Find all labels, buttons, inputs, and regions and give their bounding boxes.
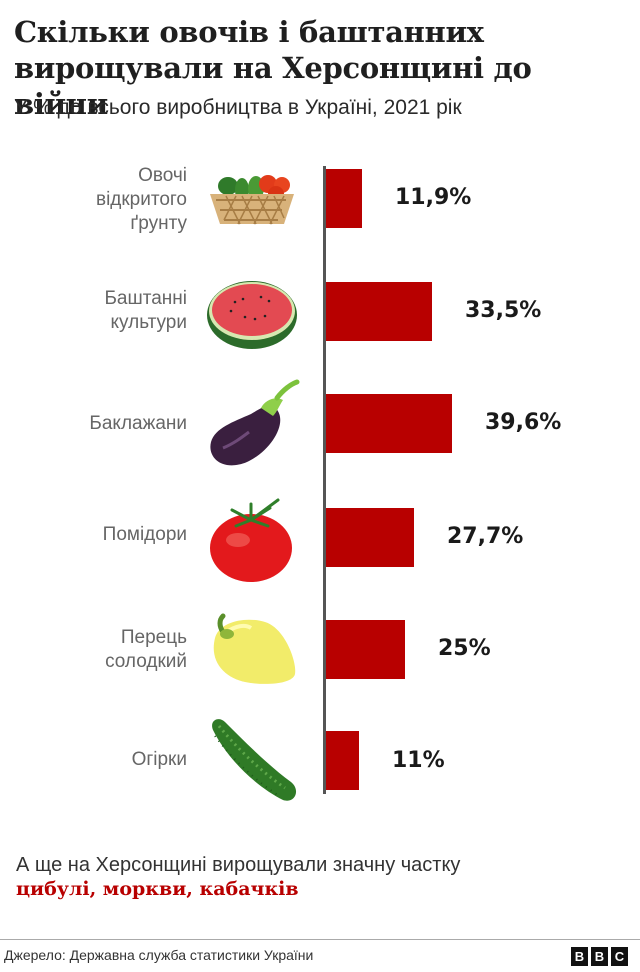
- bar: [326, 731, 359, 790]
- value-label: 33,5%: [465, 298, 542, 323]
- value-label: 39,6%: [485, 410, 562, 435]
- bar: [326, 508, 414, 567]
- value-label: 11%: [392, 748, 445, 773]
- value-label: 27,7%: [447, 524, 524, 549]
- bbc-logo: B B C: [571, 947, 628, 966]
- value-label: 11,9%: [395, 185, 472, 210]
- row-label: Помідори: [102, 524, 187, 545]
- eggplant-icon: [210, 379, 300, 466]
- bar: [326, 169, 362, 228]
- value-label: 25%: [438, 636, 491, 661]
- logo-letter: C: [611, 947, 628, 966]
- watermelon-icon: [207, 281, 297, 349]
- y-axis-line: [323, 166, 326, 794]
- row-label: Баштанні культури: [104, 288, 187, 333]
- bar: [326, 282, 432, 341]
- bell-pepper-icon: [213, 613, 296, 684]
- chart-title: Скільки овочів і баштанних вирощували на…: [14, 15, 532, 121]
- cucumber-icon: [212, 719, 297, 801]
- row-label: Овочі відкритого ґрунту: [95, 165, 187, 234]
- row-label: Огірки: [131, 749, 187, 770]
- footnote-text: А ще на Херсонщині вирощували значну час…: [16, 854, 461, 876]
- bar: [326, 394, 452, 453]
- tomato-icon: [210, 498, 292, 582]
- footer-divider: [0, 939, 640, 940]
- chart-subtitle: У % до всього виробництва в Україні, 202…: [14, 96, 462, 119]
- vegetable-basket-icon: [210, 175, 294, 225]
- source-text: Джерело: Державна служба статистики Укра…: [4, 947, 314, 963]
- footnote-highlight: цибулі, моркви, кабачків: [16, 878, 299, 900]
- bar: [326, 620, 405, 679]
- logo-letter: B: [571, 947, 588, 966]
- logo-letter: B: [591, 947, 608, 966]
- row-label: Баклажани: [89, 413, 187, 434]
- row-label: Перець солодкий: [105, 627, 187, 672]
